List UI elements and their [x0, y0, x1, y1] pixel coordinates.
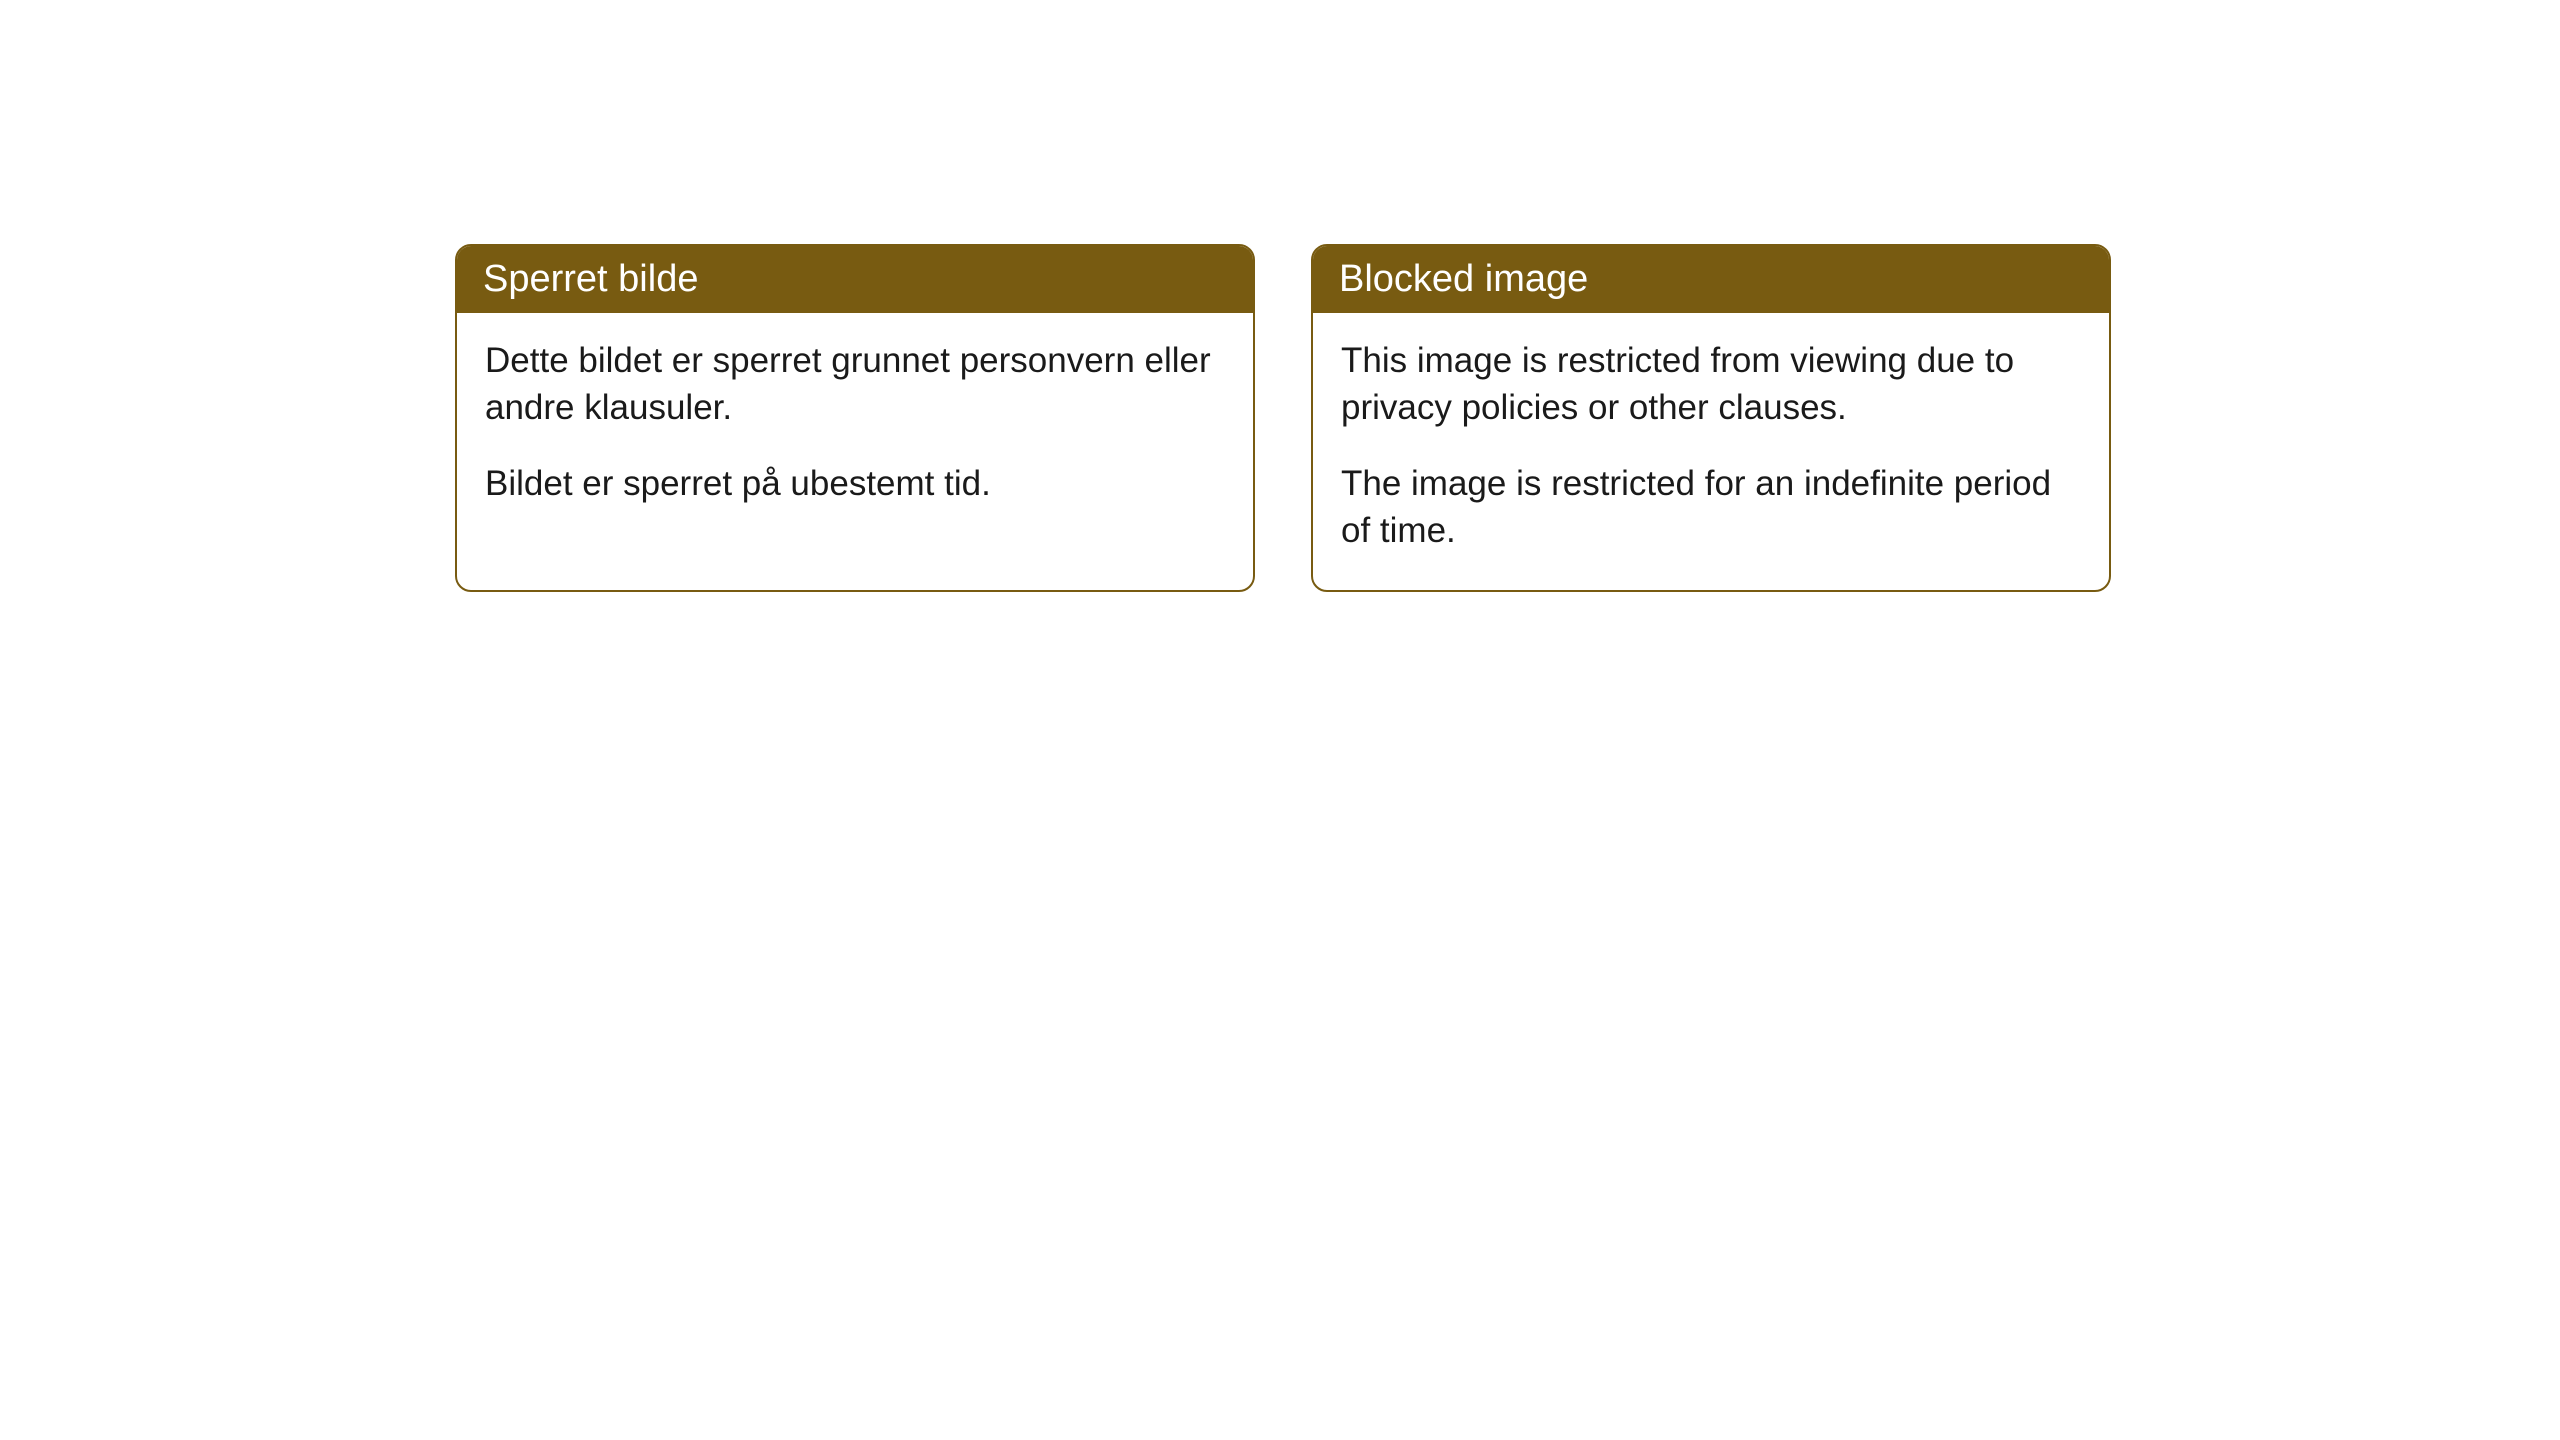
notice-text-2: Bildet er sperret på ubestemt tid.	[485, 460, 1225, 507]
card-header-norwegian: Sperret bilde	[457, 246, 1253, 313]
notice-text-1: Dette bildet er sperret grunnet personve…	[485, 337, 1225, 432]
blocked-image-card-english: Blocked image This image is restricted f…	[1311, 244, 2111, 592]
card-header-english: Blocked image	[1313, 246, 2109, 313]
card-body-norwegian: Dette bildet er sperret grunnet personve…	[457, 313, 1253, 543]
notice-container: Sperret bilde Dette bildet er sperret gr…	[0, 0, 2560, 592]
notice-text-1: This image is restricted from viewing du…	[1341, 337, 2081, 432]
card-title: Sperret bilde	[483, 258, 698, 300]
notice-text-2: The image is restricted for an indefinit…	[1341, 460, 2081, 555]
blocked-image-card-norwegian: Sperret bilde Dette bildet er sperret gr…	[455, 244, 1255, 592]
card-title: Blocked image	[1339, 258, 1588, 300]
card-body-english: This image is restricted from viewing du…	[1313, 313, 2109, 590]
